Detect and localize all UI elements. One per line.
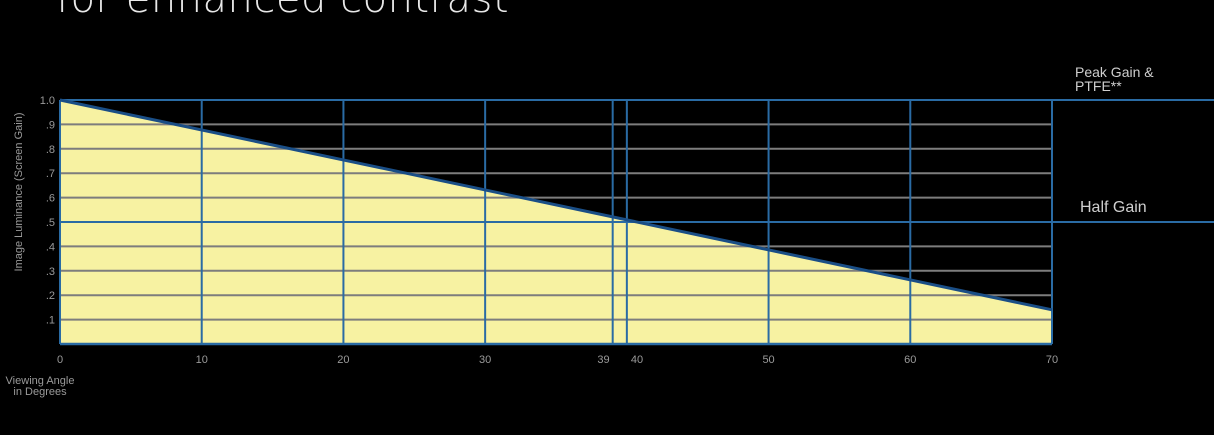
y-tick-label: .9: [46, 119, 55, 131]
x-axis-label: in Degrees: [13, 386, 67, 398]
y-tick-label: .2: [46, 290, 55, 302]
series-line: [59, 98, 1053, 312]
y-tick-label: .1: [46, 315, 55, 327]
y-tick-label: 1.0: [40, 95, 55, 107]
half-gain-label: Half Gain: [1080, 199, 1147, 216]
peak-gain-label: PTFE**: [1075, 78, 1122, 94]
x-tick-label: 10: [196, 354, 208, 366]
y-tick-label: .3: [46, 266, 55, 278]
y-tick-label: .4: [46, 241, 55, 253]
y-tick-label: .6: [46, 193, 55, 205]
x-tick-label: 30: [479, 354, 491, 366]
x-axis-label: Viewing Angle: [6, 375, 75, 387]
x-tick-label: 40: [631, 354, 643, 366]
x-tick-label: 20: [337, 354, 349, 366]
x-tick-label: 39: [597, 354, 609, 366]
x-tick-label: 60: [904, 354, 916, 366]
chart-heading: for enhanced contrast: [56, 0, 509, 22]
peak-gain-label: Peak Gain &: [1075, 64, 1154, 80]
y-tick-label: .8: [46, 144, 55, 156]
y-tick-label: .5: [46, 217, 55, 229]
x-tick-label: 50: [762, 354, 774, 366]
y-tick-label: .7: [46, 168, 55, 180]
x-tick-label: 0: [57, 354, 63, 366]
x-tick-label: 70: [1046, 354, 1058, 366]
y-axis-label: Image Luminance (Screen Gain): [13, 113, 25, 272]
